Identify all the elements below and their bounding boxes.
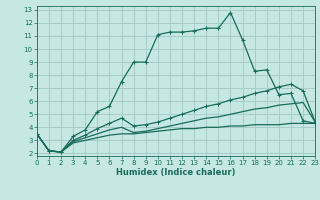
X-axis label: Humidex (Indice chaleur): Humidex (Indice chaleur) <box>116 168 236 177</box>
